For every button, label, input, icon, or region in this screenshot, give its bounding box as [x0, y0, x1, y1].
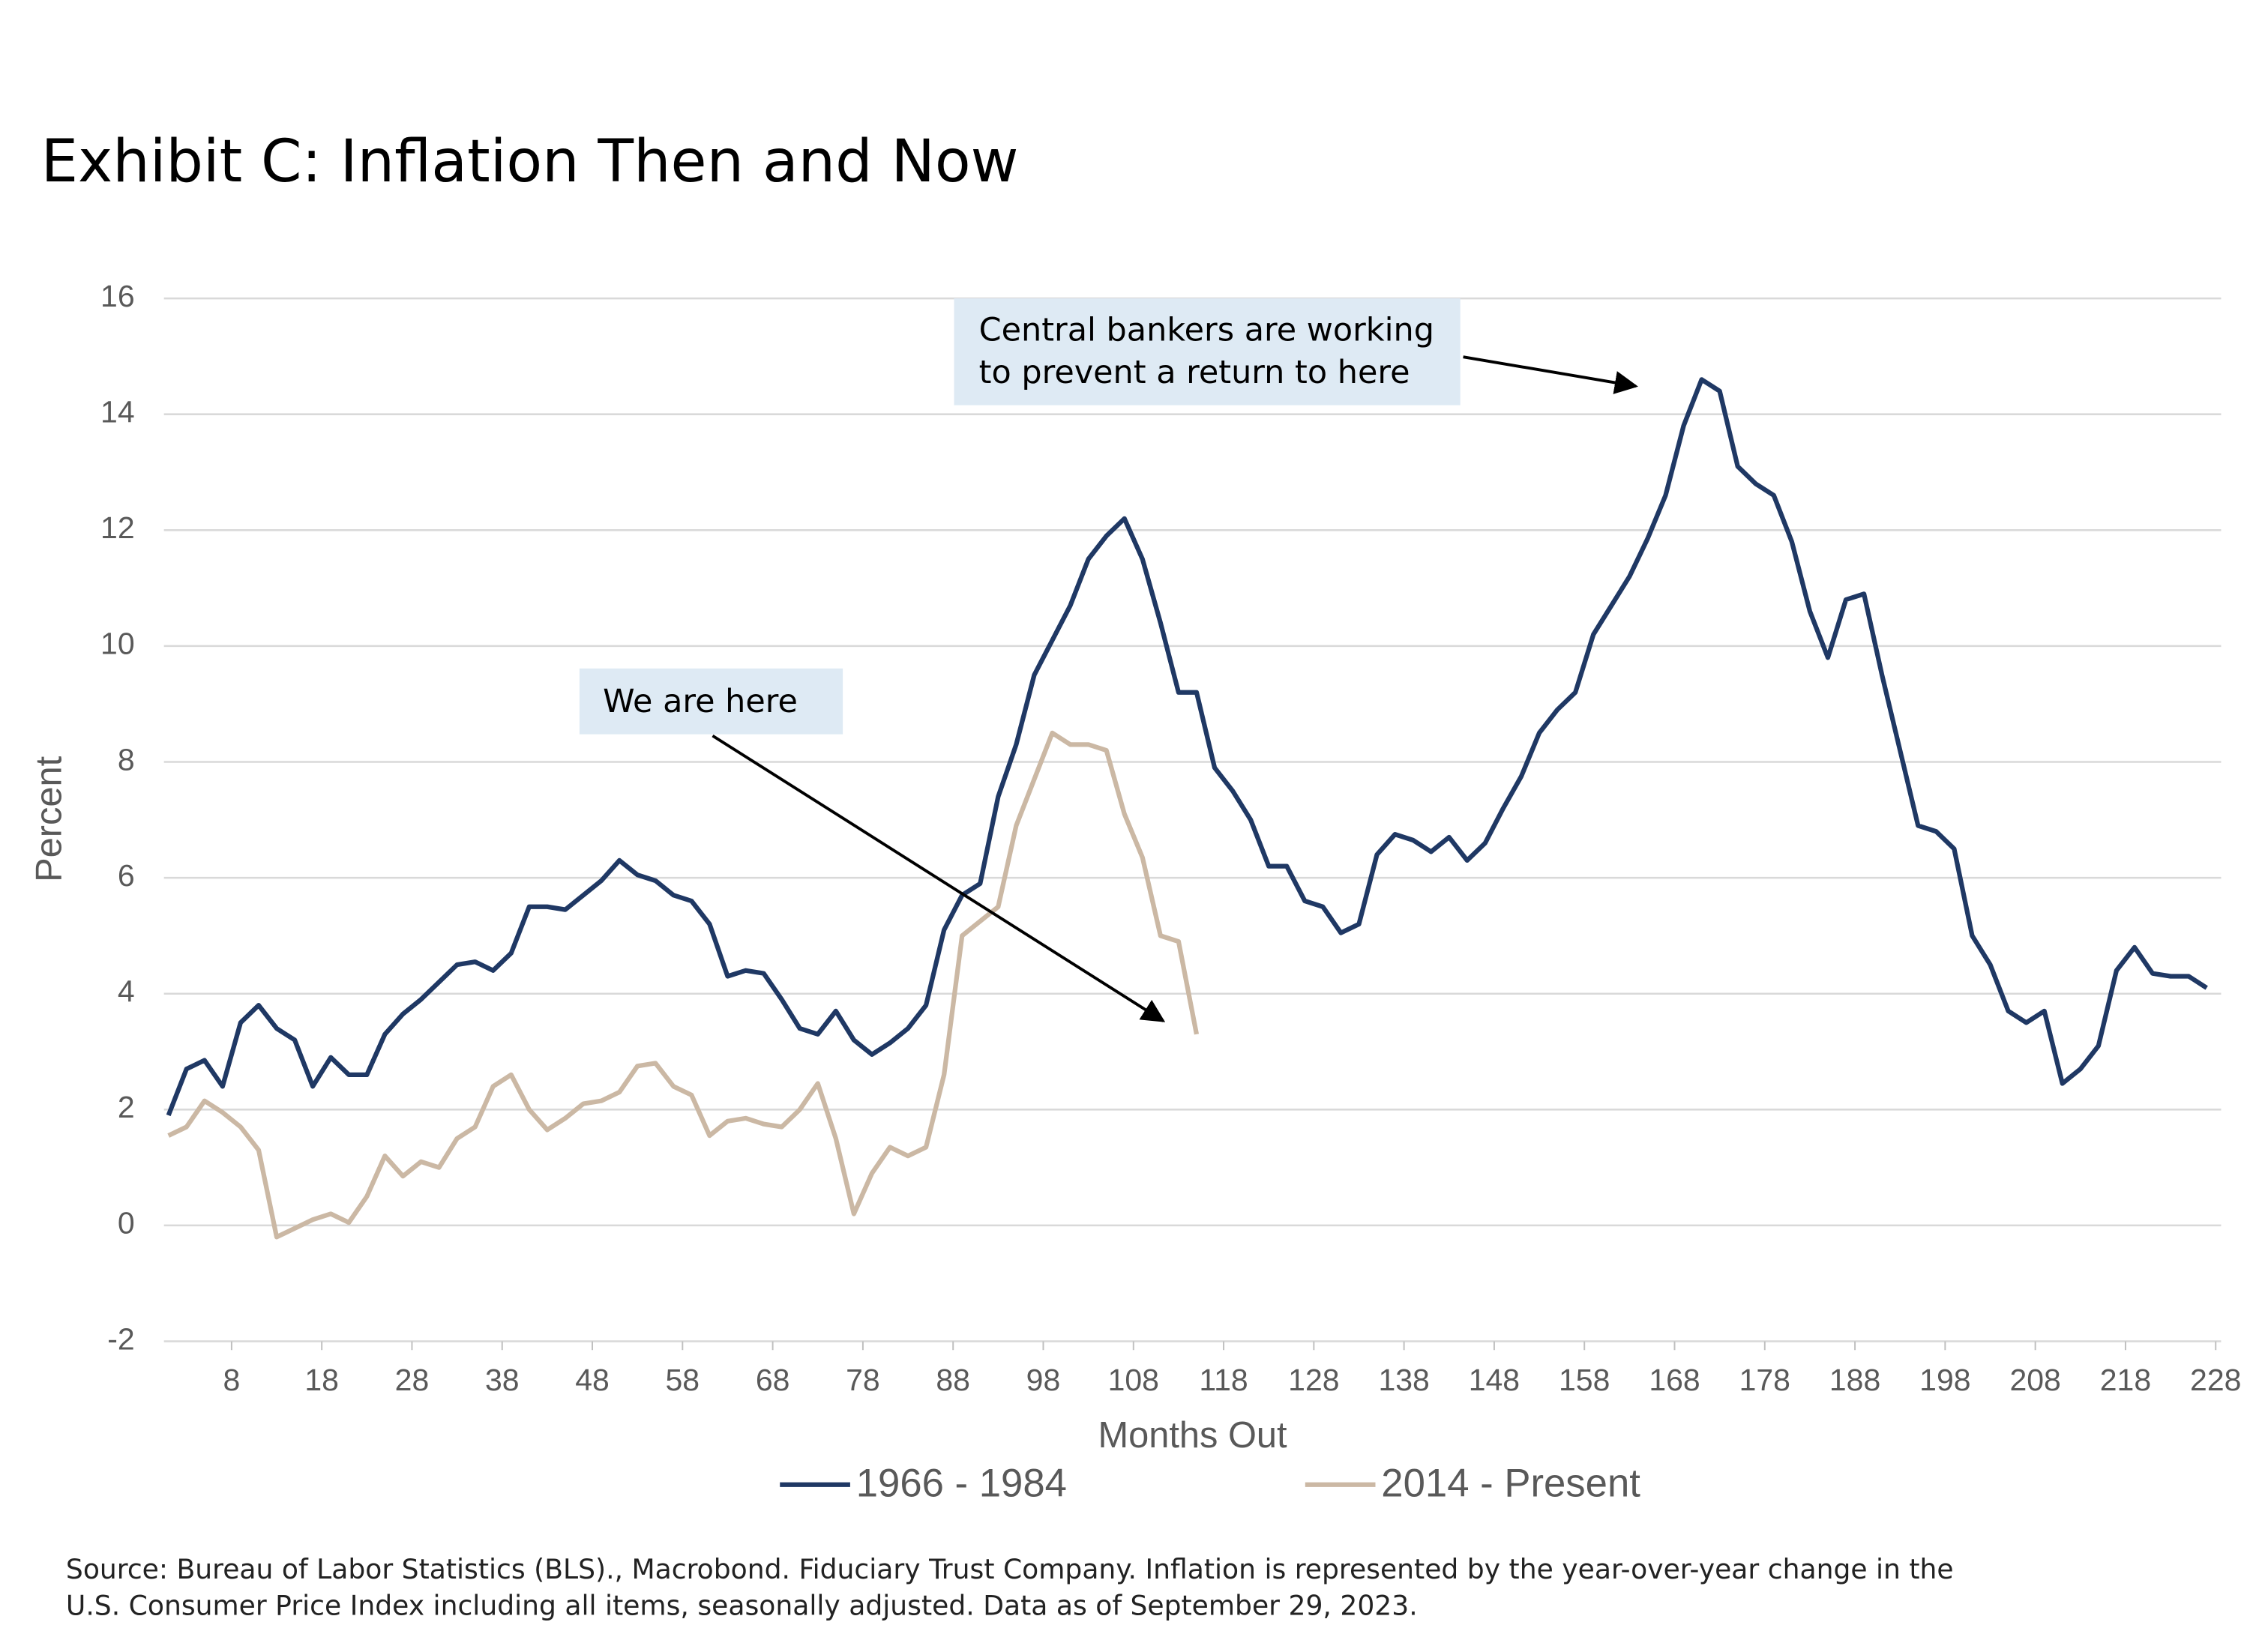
y-tick-label: 6 [118, 858, 135, 893]
x-tick-label: 78 [846, 1363, 880, 1397]
annotation-text: Central bankers are working [979, 311, 1434, 349]
x-tick-label: 228 [2190, 1363, 2241, 1397]
y-tick-label: -2 [107, 1321, 134, 1356]
x-tick-label: 118 [1199, 1363, 1248, 1397]
x-tick-label: 218 [2100, 1363, 2151, 1397]
x-tick-label: 108 [1108, 1363, 1159, 1397]
x-tick-label: 88 [936, 1363, 970, 1397]
x-tick-label: 158 [1559, 1363, 1610, 1397]
y-tick-label: 4 [118, 974, 135, 1009]
x-tick-label: 38 [485, 1363, 520, 1397]
y-tick-label: 12 [100, 510, 135, 545]
annotation-box [579, 668, 843, 735]
x-tick-label: 28 [395, 1363, 430, 1397]
annotation-arrow [1463, 355, 1638, 394]
x-tick-label: 58 [666, 1363, 700, 1397]
x-tick-label: 208 [2009, 1363, 2060, 1397]
x-tick-label: 8 [223, 1363, 240, 1397]
annotation-arrow [712, 734, 1166, 1022]
y-axis-title: Percent [28, 756, 69, 882]
y-tick-label: 0 [118, 1206, 135, 1240]
y-tick-label: 2 [118, 1090, 135, 1124]
y-tick-label: 10 [100, 627, 135, 661]
source-note: Source: Bureau of Labor Statistics (BLS)… [66, 1553, 1954, 1585]
x-tick-label: 128 [1288, 1363, 1339, 1397]
x-tick-label: 148 [1469, 1363, 1520, 1397]
y-tick-label: 8 [118, 742, 135, 777]
source-note: U.S. Consumer Price Index including all … [66, 1590, 1418, 1622]
legend-label: 1966 - 1984 [856, 1462, 1067, 1506]
annotation-box [954, 298, 1461, 406]
x-tick-label: 98 [1026, 1363, 1061, 1397]
x-tick-label: 178 [1739, 1363, 1790, 1397]
legend-label: 2014 - Present [1381, 1462, 1640, 1506]
x-tick-label: 68 [756, 1363, 790, 1397]
y-tick-label: 16 [100, 279, 135, 313]
x-axis-title: Months Out [1098, 1415, 1288, 1456]
x-tick-label: 188 [1829, 1363, 1880, 1397]
x-tick-label: 168 [1649, 1363, 1700, 1397]
y-tick-label: 14 [100, 395, 135, 429]
line-series [167, 730, 1200, 1240]
x-tick-label: 48 [575, 1363, 610, 1397]
annotation-text: to prevent a return to here [979, 354, 1410, 391]
chart-title: Exhibit C: Inflation Then and Now [41, 128, 1019, 196]
line-series [166, 377, 2208, 1117]
x-tick-label: 138 [1378, 1363, 1429, 1397]
x-tick-label: 198 [1919, 1363, 1970, 1397]
x-tick-label: 18 [304, 1363, 339, 1397]
annotation-text: We are here [603, 683, 798, 720]
